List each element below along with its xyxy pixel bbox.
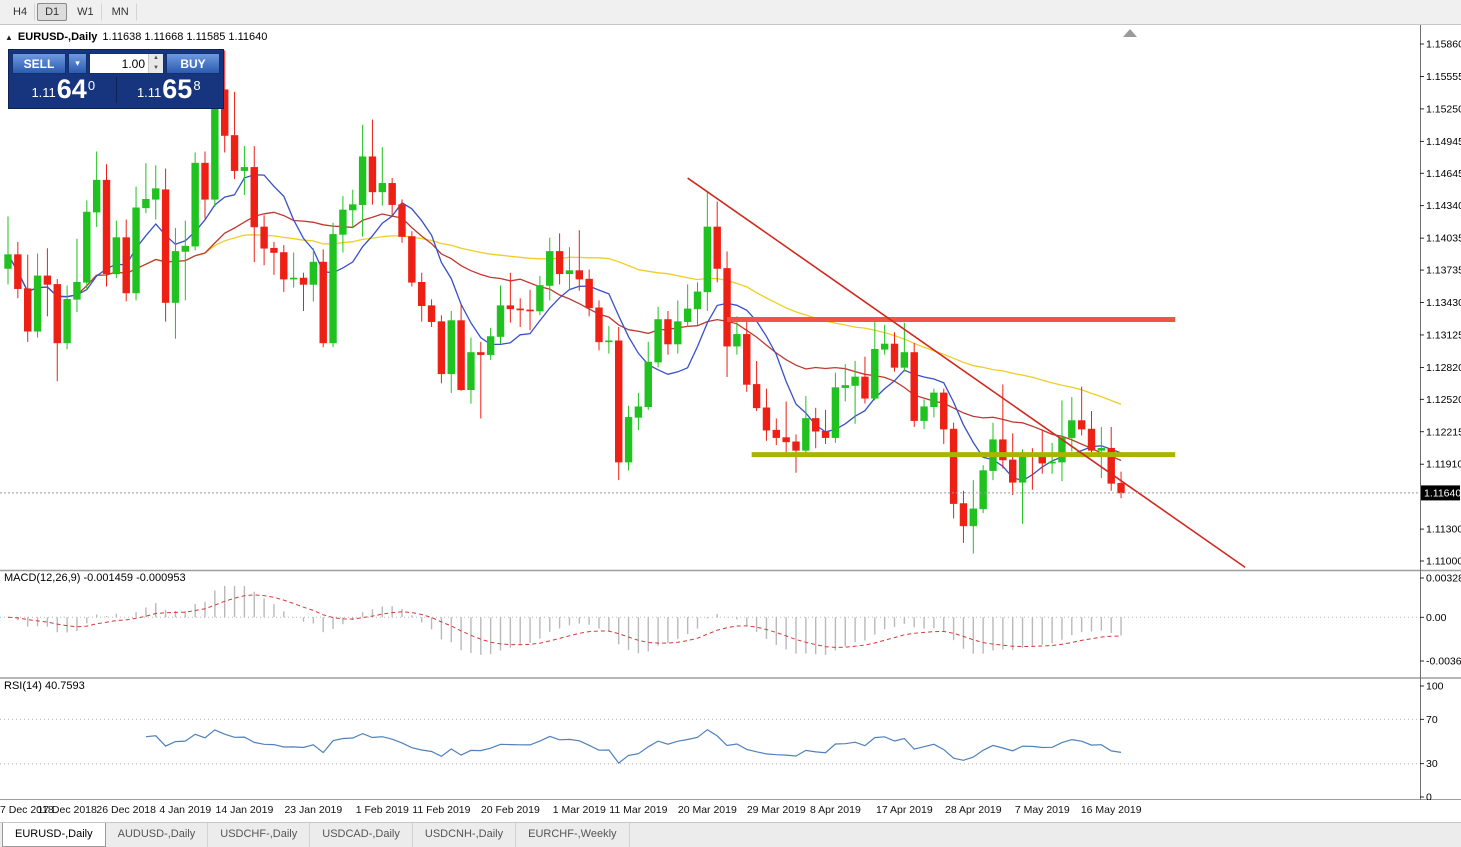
svg-text:1.11640: 1.11640	[1424, 487, 1461, 499]
chart-tab-usdchf[interactable]: USDCHF-,Daily	[208, 823, 311, 847]
buy-price-sup: 8	[193, 78, 201, 93]
svg-text:1.13430: 1.13430	[1426, 297, 1461, 309]
chart-canvas[interactable]: 1.15860 1.15555 1.15250 1.14945 1.14645 1.143…	[0, 25, 1461, 800]
current-price-tag: 1.11640	[1421, 485, 1461, 501]
timeframe-w1[interactable]: W1	[69, 3, 102, 21]
buy-button[interactable]: BUY	[166, 53, 220, 74]
date-label: 1 Feb 2019	[355, 804, 409, 816]
svg-text:0: 0	[1426, 792, 1432, 801]
svg-text:70: 70	[1426, 714, 1438, 726]
svg-text:1.14340: 1.14340	[1426, 200, 1461, 212]
macd-panel: MACD(12,26,9) -0.001459 -0.000953 0.00328…	[0, 572, 1461, 668]
buy-price[interactable]: 1.11 65 8	[115, 74, 222, 104]
date-label: 23 Jan 2019	[284, 804, 343, 816]
chart-tab-eurchf[interactable]: EURCHF-,Weekly	[516, 823, 630, 847]
date-label: 8 Apr 2019	[809, 804, 861, 816]
timeframe-toolbar: H4 D1 W1 MN	[0, 0, 1461, 25]
chart-symbol-label: EURUSD-,Daily	[17, 31, 98, 43]
svg-text:0.00: 0.00	[1426, 612, 1447, 624]
one-click-trade-panel: SELL ▾ 1.00 ▲ ▼ BUY 1.11 64 0 1.11 65 8	[8, 49, 224, 109]
volume-value[interactable]: 1.00	[121, 57, 145, 71]
svg-text:1.15250: 1.15250	[1426, 103, 1461, 115]
svg-text:1.15860: 1.15860	[1426, 39, 1461, 51]
sell-price-sup: 0	[87, 78, 96, 93]
descending-trendline[interactable]	[687, 177, 1246, 569]
svg-text:1.11910: 1.11910	[1426, 459, 1461, 471]
chart-window[interactable]: 1.15860 1.15555 1.15250 1.14945 1.14645 1.143…	[0, 25, 1461, 800]
sell-price-big: 64	[56, 74, 87, 104]
volume-dropdown-button[interactable]: ▾	[68, 53, 87, 74]
rsi-panel: RSI(14) 40.7593 100 70 30 0	[0, 680, 1444, 800]
svg-text:1.15555: 1.15555	[1426, 71, 1461, 83]
chart-shift-marker-icon	[1123, 29, 1137, 37]
date-label: 20 Mar 2019	[677, 804, 737, 816]
svg-text:1.12820: 1.12820	[1426, 362, 1461, 374]
svg-text:0.003287: 0.003287	[1426, 573, 1461, 585]
date-label: 17 Dec 2018	[37, 804, 97, 816]
svg-text:30: 30	[1426, 758, 1438, 770]
svg-text:-0.003659: -0.003659	[1426, 656, 1461, 668]
price-axis[interactable]: 1.15860 1.15555 1.15250 1.14945 1.14645 1.143…	[1420, 39, 1461, 568]
timeframe-mn[interactable]: MN	[104, 3, 137, 21]
date-label: 7 Dec 2018	[0, 804, 54, 816]
date-label: 11 Feb 2019	[412, 804, 471, 816]
date-label: 14 Jan 2019	[215, 804, 274, 816]
svg-text:1.13735: 1.13735	[1426, 265, 1461, 277]
buy-price-base: 1.11	[136, 84, 162, 100]
date-label: 16 May 2019	[1080, 804, 1142, 816]
svg-text:1.12520: 1.12520	[1426, 394, 1461, 406]
timeframe-h4[interactable]: H4	[5, 3, 36, 21]
date-label: 17 Apr 2019	[876, 804, 933, 816]
volume-up-icon[interactable]: ▲	[149, 54, 163, 64]
date-label: 20 Feb 2019	[480, 804, 540, 816]
date-label: 26 Dec 2018	[96, 804, 156, 816]
svg-text:1.14945: 1.14945	[1426, 136, 1461, 148]
sell-button[interactable]: SELL	[12, 53, 66, 74]
chart-tab-audusd[interactable]: AUDUSD-,Daily	[106, 823, 209, 847]
svg-text:1.12215: 1.12215	[1426, 426, 1461, 438]
svg-text:1.11000: 1.11000	[1426, 556, 1461, 568]
chart-tab-usdcnh[interactable]: USDCNH-,Daily	[413, 823, 517, 847]
chart-tab-usdcad[interactable]: USDCAD-,Daily	[310, 823, 413, 847]
date-label: 7 May 2019	[1014, 804, 1070, 816]
date-label: 29 Mar 2019	[746, 804, 806, 816]
date-label: 28 Apr 2019	[944, 804, 1002, 816]
date-label: 1 Mar 2019	[552, 804, 606, 816]
svg-text:1.13125: 1.13125	[1426, 329, 1461, 341]
date-label: 4 Jan 2019	[159, 804, 212, 816]
volume-stepper: ▲ ▼	[148, 54, 163, 73]
sell-price-base: 1.11	[31, 84, 56, 100]
chart-tab-bar: EURUSD-,Daily AUDUSD-,Daily USDCHF-,Daily U…	[0, 822, 1461, 847]
date-axis: 7 Dec 2018 17 Dec 2018 26 Dec 2018 4 Jan 20…	[0, 800, 1461, 822]
buy-price-big: 65	[162, 74, 193, 104]
timeframe-d1[interactable]: D1	[37, 3, 68, 21]
date-label: 11 Mar 2019	[609, 804, 668, 816]
volume-down-icon[interactable]: ▼	[149, 63, 163, 73]
collapse-chart-icon[interactable]: ▲	[5, 32, 13, 42]
chart-title: ▲ EURUSD-,Daily 1.11638 1.11668 1.11585 …	[5, 31, 267, 43]
svg-text:RSI(14) 40.7593: RSI(14) 40.7593	[4, 680, 85, 692]
chart-frame	[0, 25, 1461, 800]
chart-tab-eurusd[interactable]: EURUSD-,Daily	[2, 823, 106, 847]
chart-ohlc-values: 1.11638 1.11668 1.11585 1.11640	[102, 31, 268, 43]
svg-text:MACD(12,26,9) -0.001459 -0.000: MACD(12,26,9) -0.001459 -0.000953	[4, 572, 186, 584]
svg-text:1.14645: 1.14645	[1426, 168, 1461, 180]
svg-text:100: 100	[1426, 681, 1444, 693]
volume-input[interactable]: 1.00 ▲ ▼	[89, 53, 164, 74]
svg-text:1.14035: 1.14035	[1426, 233, 1461, 245]
sell-price[interactable]: 1.11 64 0	[11, 74, 116, 104]
svg-text:1.11300: 1.11300	[1426, 524, 1461, 536]
